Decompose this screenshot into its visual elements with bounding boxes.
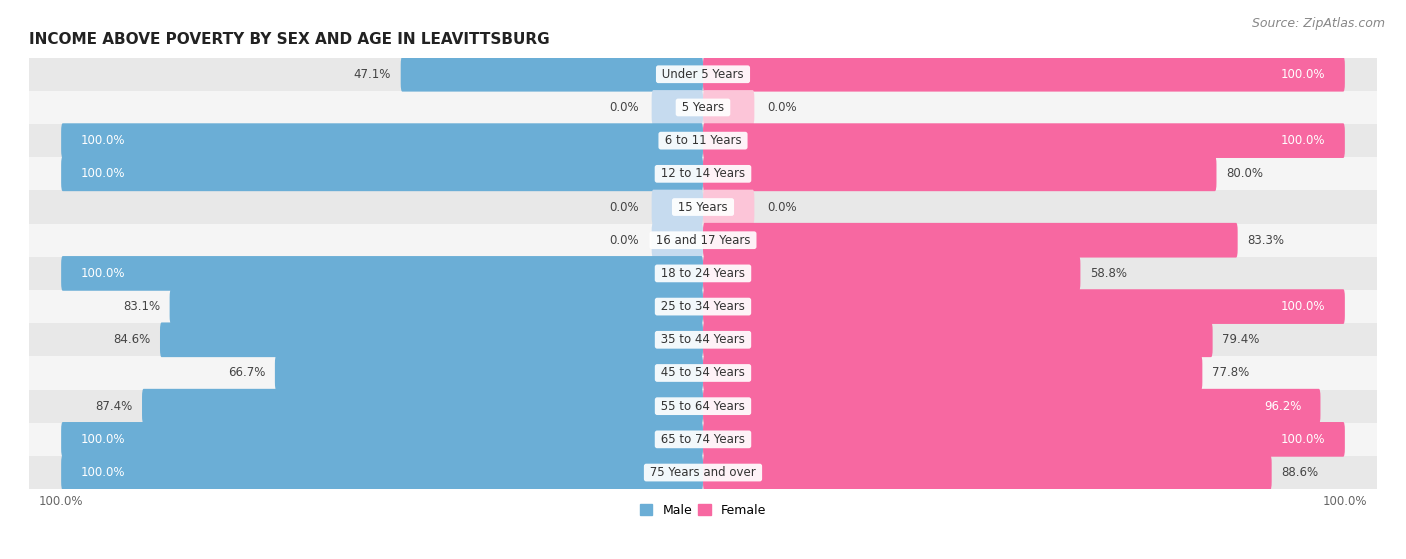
Text: 5 Years: 5 Years (678, 101, 728, 114)
Bar (30, 323, 1376, 357)
Text: 65 to 74 Years: 65 to 74 Years (657, 433, 749, 446)
FancyBboxPatch shape (60, 455, 703, 490)
FancyBboxPatch shape (703, 223, 1237, 258)
Text: 6 to 11 Years: 6 to 11 Years (661, 134, 745, 147)
FancyBboxPatch shape (60, 157, 703, 191)
FancyBboxPatch shape (703, 455, 1271, 490)
Text: 18 to 24 Years: 18 to 24 Years (657, 267, 749, 280)
Text: 84.6%: 84.6% (112, 333, 150, 346)
FancyBboxPatch shape (703, 389, 1320, 424)
FancyBboxPatch shape (60, 124, 703, 158)
FancyBboxPatch shape (703, 356, 1202, 390)
Text: Source: ZipAtlas.com: Source: ZipAtlas.com (1251, 17, 1385, 30)
FancyBboxPatch shape (60, 422, 703, 457)
Bar (30, 58, 1376, 91)
Text: 0.0%: 0.0% (609, 201, 638, 214)
Bar (30, 224, 1376, 257)
Text: Under 5 Years: Under 5 Years (658, 68, 748, 80)
FancyBboxPatch shape (142, 389, 703, 424)
Text: 79.4%: 79.4% (1222, 333, 1260, 346)
FancyBboxPatch shape (703, 422, 1346, 457)
FancyBboxPatch shape (703, 57, 1346, 92)
FancyBboxPatch shape (703, 157, 1216, 191)
Text: 0.0%: 0.0% (609, 101, 638, 114)
FancyBboxPatch shape (703, 256, 1080, 291)
Text: 75 Years and over: 75 Years and over (647, 466, 759, 479)
Text: 100.0%: 100.0% (1281, 68, 1326, 80)
FancyBboxPatch shape (703, 124, 1346, 158)
Text: 96.2%: 96.2% (1264, 400, 1301, 413)
Legend: Male, Female: Male, Female (636, 499, 770, 522)
Text: 47.1%: 47.1% (354, 68, 391, 80)
FancyBboxPatch shape (703, 190, 755, 224)
Bar (30, 357, 1376, 390)
Text: 55 to 64 Years: 55 to 64 Years (657, 400, 749, 413)
FancyBboxPatch shape (651, 190, 703, 224)
Text: 25 to 34 Years: 25 to 34 Years (657, 300, 749, 313)
FancyBboxPatch shape (703, 323, 1212, 357)
Bar (30, 390, 1376, 423)
Text: 15 Years: 15 Years (675, 201, 731, 214)
Text: 16 and 17 Years: 16 and 17 Years (652, 234, 754, 247)
Text: 100.0%: 100.0% (80, 466, 125, 479)
FancyBboxPatch shape (401, 57, 703, 92)
Text: 88.6%: 88.6% (1281, 466, 1319, 479)
Text: 83.1%: 83.1% (122, 300, 160, 313)
Text: 100.0%: 100.0% (80, 267, 125, 280)
Text: 100.0%: 100.0% (1281, 300, 1326, 313)
Text: 58.8%: 58.8% (1090, 267, 1128, 280)
Text: 12 to 14 Years: 12 to 14 Years (657, 167, 749, 181)
Text: 87.4%: 87.4% (96, 400, 132, 413)
Bar (30, 157, 1376, 191)
Text: 100.0%: 100.0% (1281, 134, 1326, 147)
Bar (30, 290, 1376, 323)
Text: 100.0%: 100.0% (80, 433, 125, 446)
Bar (30, 124, 1376, 157)
Text: 35 to 44 Years: 35 to 44 Years (657, 333, 749, 346)
Text: 0.0%: 0.0% (768, 201, 797, 214)
FancyBboxPatch shape (160, 323, 703, 357)
Text: INCOME ABOVE POVERTY BY SEX AND AGE IN LEAVITTSBURG: INCOME ABOVE POVERTY BY SEX AND AGE IN L… (30, 32, 550, 47)
FancyBboxPatch shape (703, 289, 1346, 324)
Text: 77.8%: 77.8% (1212, 367, 1250, 380)
Text: 66.7%: 66.7% (228, 367, 266, 380)
Text: 0.0%: 0.0% (768, 101, 797, 114)
Bar (30, 191, 1376, 224)
Bar (30, 91, 1376, 124)
Bar (30, 423, 1376, 456)
FancyBboxPatch shape (170, 289, 703, 324)
FancyBboxPatch shape (651, 223, 703, 258)
Text: 83.3%: 83.3% (1247, 234, 1284, 247)
Bar (30, 456, 1376, 489)
Text: 0.0%: 0.0% (609, 234, 638, 247)
Text: 80.0%: 80.0% (1226, 167, 1263, 181)
Text: 100.0%: 100.0% (80, 134, 125, 147)
Text: 100.0%: 100.0% (1281, 433, 1326, 446)
Bar (30, 257, 1376, 290)
Text: 100.0%: 100.0% (80, 167, 125, 181)
FancyBboxPatch shape (276, 356, 703, 390)
FancyBboxPatch shape (651, 90, 703, 125)
FancyBboxPatch shape (60, 256, 703, 291)
FancyBboxPatch shape (703, 90, 755, 125)
Text: 45 to 54 Years: 45 to 54 Years (657, 367, 749, 380)
